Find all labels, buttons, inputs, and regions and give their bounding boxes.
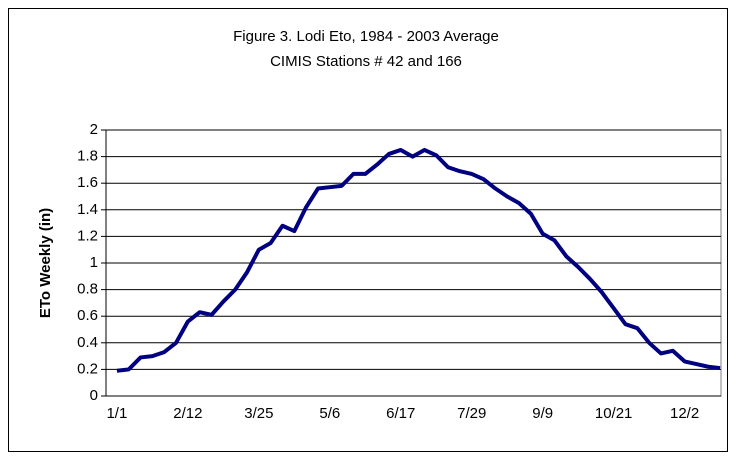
y-tick-label: 2 [90,121,98,138]
x-tick-label: 7/29 [457,405,486,422]
x-tick-label: 3/25 [244,405,273,422]
x-tick-label: 10/21 [595,405,633,422]
y-tick-label: 1.8 [77,148,98,165]
x-tick-label: 6/17 [386,405,415,422]
y-tick-label: 1.6 [77,174,98,191]
y-axis-label: ETo Weekly (in) [37,208,54,318]
y-tick-label: 1.4 [77,201,98,218]
chart-subtitle: CIMIS Stations # 42 and 166 [270,53,462,70]
y-tick-label: 0.4 [77,334,98,351]
x-tick-label: 12/2 [670,405,699,422]
y-tick-label: 0.2 [77,360,98,377]
y-tick-label: 0.6 [77,307,98,324]
y-tick-label: 1.2 [77,227,98,244]
x-tick-label: 5/6 [319,405,340,422]
line-series [116,147,721,373]
y-tick-label: 1 [90,254,98,271]
x-tick-label: 9/9 [532,405,553,422]
x-tick-label: 1/1 [106,405,127,422]
chart-title: Figure 3. Lodi Eto, 1984 - 2003 Average [233,28,499,45]
y-tick-label: 0.8 [77,281,98,298]
x-tick-label: 2/12 [173,405,202,422]
y-tick-label: 0 [90,387,98,404]
